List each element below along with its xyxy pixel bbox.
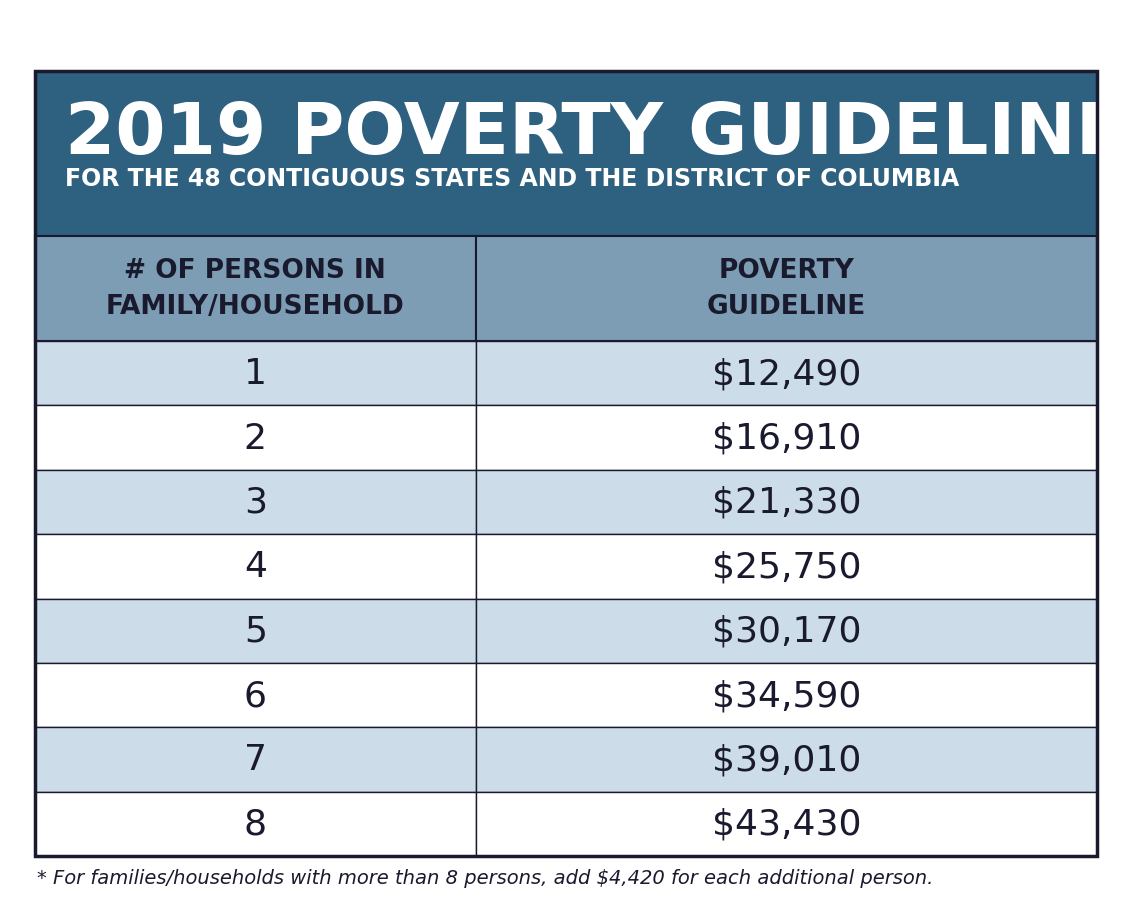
Text: 7: 7 (243, 742, 267, 776)
Text: $16,910: $16,910 (712, 421, 861, 456)
Text: 5: 5 (243, 614, 267, 648)
Bar (35, 72, 1097, 856)
Text: 8: 8 (243, 807, 267, 841)
Text: 1: 1 (243, 357, 267, 391)
Bar (35, 237, 475, 342)
Bar (35, 792, 475, 856)
Text: $34,590: $34,590 (712, 679, 861, 712)
Bar (475, 470, 1097, 535)
Bar (35, 470, 475, 535)
Bar (35, 535, 475, 599)
Bar (475, 663, 1097, 728)
Text: 2019 POVERTY GUIDELINES: 2019 POVERTY GUIDELINES (65, 100, 1132, 169)
Text: $12,490: $12,490 (712, 357, 861, 391)
Text: $30,170: $30,170 (712, 614, 861, 648)
Text: 4: 4 (243, 549, 267, 584)
Bar (35, 599, 475, 663)
Bar (35, 72, 1097, 237)
Bar (35, 728, 475, 792)
Bar (35, 342, 475, 406)
Text: $43,430: $43,430 (712, 807, 861, 841)
Bar (475, 535, 1097, 599)
Text: $39,010: $39,010 (712, 742, 861, 776)
Bar (35, 663, 475, 728)
Text: 6: 6 (243, 679, 267, 712)
Bar (475, 792, 1097, 856)
Text: 3: 3 (243, 486, 267, 519)
Text: 2: 2 (243, 421, 267, 456)
Bar (35, 406, 475, 470)
Text: * For families/households with more than 8 persons, add $4,420 for each addition: * For families/households with more than… (37, 868, 934, 887)
Bar (475, 237, 1097, 342)
Bar (475, 406, 1097, 470)
Text: $21,330: $21,330 (712, 486, 861, 519)
Text: POVERTY
GUIDELINE: POVERTY GUIDELINE (706, 258, 866, 320)
Text: FOR THE 48 CONTIGUOUS STATES AND THE DISTRICT OF COLUMBIA: FOR THE 48 CONTIGUOUS STATES AND THE DIS… (65, 167, 959, 190)
Text: # OF PERSONS IN
FAMILY/HOUSEHOLD: # OF PERSONS IN FAMILY/HOUSEHOLD (106, 258, 405, 320)
Bar (475, 599, 1097, 663)
Bar (475, 728, 1097, 792)
Bar (475, 342, 1097, 406)
Text: $25,750: $25,750 (712, 549, 861, 584)
